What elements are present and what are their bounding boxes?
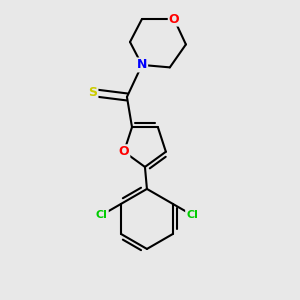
Text: S: S (88, 86, 98, 99)
Text: Cl: Cl (186, 210, 198, 220)
Text: O: O (169, 13, 179, 26)
Text: N: N (137, 58, 147, 71)
Text: Cl: Cl (96, 210, 108, 220)
Text: O: O (119, 145, 129, 158)
